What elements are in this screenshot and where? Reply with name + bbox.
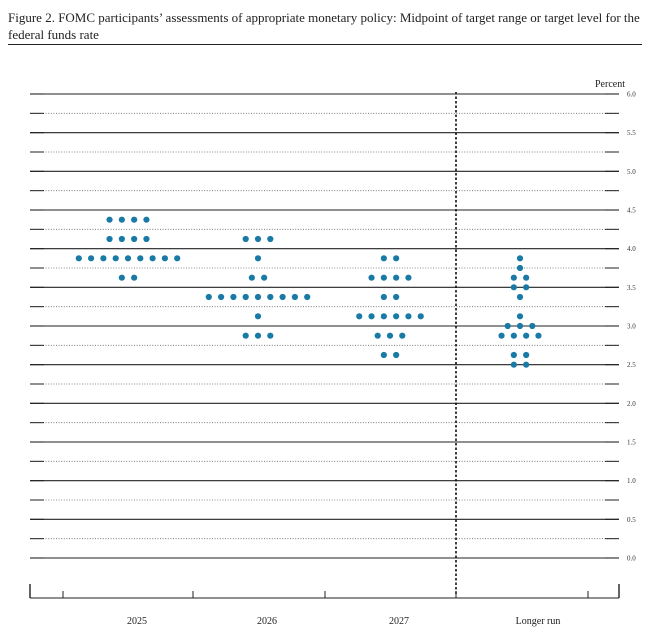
x-category-label: 2027 bbox=[389, 616, 409, 627]
dot-point bbox=[535, 332, 542, 339]
title-rule bbox=[8, 44, 642, 45]
dot-point bbox=[75, 255, 82, 262]
dot-point bbox=[242, 332, 249, 339]
y-tick-label: 0.5 bbox=[627, 516, 636, 524]
dot-point bbox=[254, 332, 262, 339]
x-category-label: 2025 bbox=[127, 616, 147, 627]
y-tick-label: 5.0 bbox=[627, 168, 636, 176]
y-tick-label: 0.0 bbox=[627, 555, 636, 563]
dot-point bbox=[417, 313, 424, 320]
dot-point bbox=[124, 255, 132, 262]
dot-point bbox=[380, 274, 387, 281]
dot-point bbox=[529, 322, 536, 330]
dot-point bbox=[374, 332, 381, 339]
dot-point bbox=[405, 274, 412, 281]
y-tick-label: 5.5 bbox=[627, 129, 636, 137]
dot-point bbox=[386, 332, 394, 339]
y-tick-label: 2.0 bbox=[627, 400, 636, 408]
dot-point bbox=[279, 293, 286, 301]
dot-point bbox=[380, 255, 387, 262]
dot-point bbox=[510, 274, 517, 281]
dot-point bbox=[137, 255, 144, 262]
dot-point bbox=[131, 274, 138, 281]
dot-point bbox=[510, 332, 517, 339]
y-tick-label: 1.0 bbox=[627, 477, 636, 485]
dot-point bbox=[516, 264, 524, 272]
dot-point bbox=[368, 313, 375, 320]
figure-title: Figure 2. FOMC participants’ assessments… bbox=[8, 10, 640, 42]
dot-point bbox=[523, 361, 530, 368]
dot-point bbox=[291, 293, 298, 301]
dot-point bbox=[161, 255, 168, 262]
y-tick-label: 4.5 bbox=[627, 207, 636, 215]
dot-point bbox=[304, 293, 311, 301]
dot-point bbox=[393, 313, 400, 320]
y-tick-label: 4.0 bbox=[627, 245, 636, 253]
dot-point bbox=[118, 235, 125, 243]
dot-point bbox=[131, 235, 138, 243]
dot-point bbox=[393, 351, 400, 359]
dot-point bbox=[399, 332, 406, 339]
dot-point bbox=[205, 293, 212, 301]
dot-point bbox=[88, 255, 95, 262]
dot-point bbox=[254, 235, 262, 243]
dot-point bbox=[100, 255, 107, 262]
dot-point bbox=[380, 313, 387, 320]
dot-point bbox=[118, 274, 125, 281]
axes: 0.0 0.5 1.0 1.5 2.0 2.5 3.0 3.5 4.0 4.5 5.0 5.5 6.0 2… bbox=[29, 91, 636, 627]
dot-point bbox=[254, 255, 262, 262]
y-tick-label: 1.5 bbox=[627, 439, 636, 447]
dot-point bbox=[380, 293, 387, 301]
dot-point bbox=[523, 351, 530, 359]
dot-point bbox=[143, 235, 150, 243]
dot-point bbox=[131, 216, 138, 223]
dot-point bbox=[405, 313, 412, 320]
dot-point bbox=[230, 293, 237, 301]
dot-point bbox=[254, 313, 262, 320]
dot-point bbox=[118, 216, 125, 223]
dot-point bbox=[149, 255, 156, 262]
x-category-label: Longer run bbox=[516, 616, 561, 627]
dot-point bbox=[516, 293, 524, 301]
dots bbox=[75, 216, 542, 368]
dot-point bbox=[242, 293, 249, 301]
dot-point bbox=[267, 235, 274, 243]
dot-point bbox=[393, 293, 400, 301]
y-tick-label: 3.5 bbox=[627, 284, 636, 292]
dot-point bbox=[106, 216, 113, 223]
dot-point bbox=[516, 313, 524, 320]
dot-point bbox=[356, 313, 363, 320]
dot-point bbox=[267, 293, 274, 301]
dot-point bbox=[261, 274, 268, 281]
y-tick-label: 3.0 bbox=[627, 323, 636, 331]
dot-point bbox=[218, 293, 225, 301]
x-category-label: 2026 bbox=[257, 616, 277, 627]
y-tick-label: 6.0 bbox=[627, 91, 636, 99]
dot-point bbox=[523, 284, 530, 291]
dot-point bbox=[248, 274, 255, 281]
dot-point bbox=[523, 274, 530, 281]
dot-point bbox=[498, 332, 505, 339]
dot-point bbox=[510, 351, 517, 359]
dot-point bbox=[242, 235, 249, 243]
dot-point bbox=[112, 255, 119, 262]
dot-point bbox=[380, 351, 387, 359]
dot-point bbox=[510, 361, 517, 368]
dot-point bbox=[504, 322, 511, 330]
dot-point bbox=[510, 284, 517, 291]
dot-point bbox=[106, 235, 113, 243]
y-axis-label: Percent bbox=[595, 79, 625, 90]
dot-point bbox=[523, 332, 530, 339]
dot-point bbox=[368, 274, 375, 281]
dot-point bbox=[174, 255, 181, 262]
dot-point bbox=[516, 322, 524, 330]
dot-point bbox=[393, 274, 400, 281]
dot-point bbox=[254, 293, 262, 301]
dot-point bbox=[393, 255, 400, 262]
dot-point bbox=[267, 332, 274, 339]
dot-point bbox=[143, 216, 150, 223]
dot-point bbox=[516, 255, 524, 262]
y-tick-label: 2.5 bbox=[627, 361, 636, 369]
